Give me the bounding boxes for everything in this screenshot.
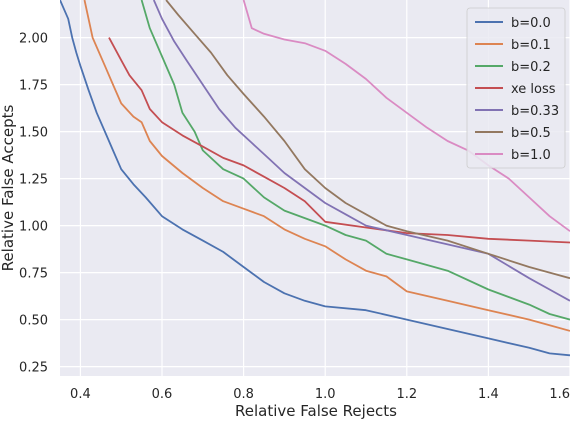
series-line-b-0-1: [83, 0, 570, 332]
x-tick-label: 0.4: [70, 387, 91, 402]
series-line-xe-loss: [108, 37, 570, 244]
legend-label: xe loss: [511, 82, 556, 97]
y-tick-label: 1.75: [19, 79, 48, 94]
legend-label: b=0.2: [511, 60, 551, 75]
y-tick-label: 0.25: [19, 361, 48, 376]
y-tick-label: 1.25: [19, 173, 48, 188]
series-line-b-0-0: [60, 0, 570, 357]
x-tick-label: 1.0: [315, 387, 336, 402]
x-axis-label: Relative False Rejects: [235, 402, 397, 420]
x-tick-label: 1.4: [478, 387, 499, 402]
legend-box: [466, 7, 566, 169]
grid: [60, 0, 571, 376]
legend-label: b=0.1: [511, 38, 551, 53]
y-tick-label: 2.00: [19, 32, 48, 47]
ticks: 0.4 0.6 0.8 1.0 1.2 1.4 1.6 0.25 0.50 0.75 1.00 1.2…: [19, 32, 570, 402]
x-tick-label: 0.6: [152, 387, 173, 402]
series-line-b-1-0: [242, 0, 570, 232]
y-tick-label: 1.50: [19, 126, 48, 141]
legend-label: b=1.0: [511, 148, 551, 163]
legend-label: b=0.0: [511, 16, 551, 31]
y-tick-label: 1.00: [19, 220, 48, 235]
x-tick-label: 1.2: [396, 387, 417, 402]
y-tick-label: 0.75: [19, 267, 48, 282]
series-layer: [60, 0, 570, 357]
legend-label: b=0.5: [511, 126, 551, 141]
legend: b=0.0 b=0.1 b=0.2 xe loss b=0.33 b=0.5 b=1.0: [466, 7, 566, 169]
series-line-b-0-2: [140, 0, 570, 321]
y-tick-label: 0.50: [19, 314, 48, 329]
x-tick-label: 1.6: [549, 387, 570, 402]
y-axis-label: Relative False Accepts: [0, 105, 17, 272]
x-tick-label: 0.8: [233, 387, 254, 402]
series-line-b-0-5: [165, 0, 570, 280]
legend-label: b=0.33: [511, 104, 559, 119]
